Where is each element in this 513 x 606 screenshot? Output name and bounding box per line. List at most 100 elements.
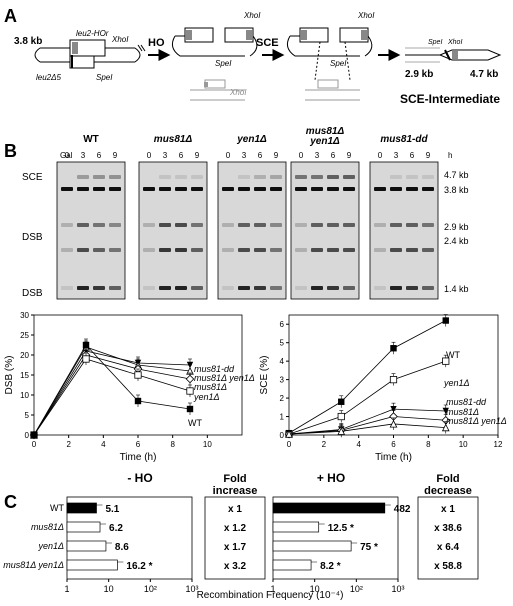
fold-value: x 38.6 — [434, 523, 462, 534]
band — [143, 248, 155, 252]
series-label: mus81Δ yen1Δ — [194, 373, 255, 383]
data-point — [390, 405, 397, 413]
x-tick-label: 2 — [322, 440, 327, 449]
data-point — [82, 355, 90, 363]
band-size-0: 4.7 kb — [444, 170, 469, 180]
y-axis-label: DSB (%) — [4, 356, 15, 395]
band — [93, 248, 105, 252]
series-line — [288, 423, 446, 435]
bar-frame — [272, 496, 399, 580]
y-tick-label: 3 — [280, 376, 285, 385]
band — [159, 223, 171, 227]
genotype-label: mus81Δ yen1Δ — [3, 560, 64, 570]
lane-label-1-1: 3 — [163, 151, 168, 160]
blot-4: mus81-dd 0 3 6 9 — [369, 134, 439, 300]
blot-0: WT 0 3 6 9 — [56, 134, 126, 300]
series-4: WT — [30, 338, 202, 439]
band — [109, 286, 121, 290]
series-line — [33, 358, 191, 436]
band — [175, 223, 187, 227]
fold-box-1: Fold decrease x 1 x 38.6 x 6.4 x 58.8 — [417, 473, 479, 580]
band — [343, 223, 355, 227]
band — [222, 286, 234, 290]
band — [406, 175, 418, 179]
series-line — [288, 320, 446, 434]
data-point — [285, 429, 293, 438]
band — [374, 248, 386, 252]
data-point — [441, 423, 450, 432]
fold-value: x 3.2 — [224, 561, 247, 572]
data-point — [389, 376, 398, 384]
band — [77, 223, 89, 227]
dsb-chart: 0 2 4 6 8 10 0 5 10 15 20 25 30 Time (h) DSB (%) mus81-… — [4, 311, 255, 463]
fold-frame — [204, 496, 266, 580]
genotype-label: mus81Δ — [31, 522, 64, 532]
data-point — [442, 317, 449, 324]
site-label-SpeI: SpeI — [96, 73, 113, 82]
band — [175, 286, 187, 290]
band — [61, 187, 73, 191]
x-tick-label: 10 — [203, 440, 212, 449]
blot-membrane — [138, 161, 208, 300]
band — [93, 223, 105, 227]
band — [61, 286, 73, 290]
bar — [272, 559, 312, 571]
series-label: mus81-dd — [194, 364, 235, 374]
band — [311, 223, 323, 227]
band — [422, 223, 434, 227]
bar-value-label: 482 — [394, 504, 411, 515]
lane-label-4-3: 9 — [426, 151, 431, 160]
site-label-XhoI-4: XhoI — [447, 39, 462, 46]
band — [61, 223, 73, 227]
genotype-label: yen1Δ — [37, 541, 64, 551]
x-tick-label: 2 — [66, 440, 71, 449]
sce-intermediate-diagram — [405, 47, 502, 63]
fold-value: x 1.7 — [224, 542, 247, 553]
bar — [66, 502, 97, 514]
y-tick-label: 5 — [280, 339, 285, 348]
panel-c: C - HO 5.1 6.2 8.6 16.2 * 1 10 10² 10³ + HO 482 12.… — [3, 471, 479, 601]
band — [159, 187, 171, 191]
size-label-3-8kb: 3.8 kb — [14, 36, 42, 47]
gene-label-leu2-HOr: leu2-HOr — [76, 29, 109, 38]
band — [327, 187, 339, 191]
x-tick-label: 1 — [64, 584, 69, 594]
band — [109, 175, 121, 179]
blot-membrane — [290, 161, 360, 300]
lane-label-0-3: 9 — [113, 151, 118, 160]
blot-membrane — [56, 161, 126, 300]
bar-value-label: 6.2 — [109, 523, 123, 534]
lane-label-2-0: 0 — [226, 151, 231, 160]
band — [109, 187, 121, 191]
band — [295, 187, 307, 191]
band — [390, 175, 402, 179]
series-0: WT — [285, 314, 460, 437]
band — [390, 286, 402, 290]
chromatid-diagram-2 — [171, 27, 258, 101]
band — [295, 248, 307, 252]
band — [222, 223, 234, 227]
site-label-XhoI-3: XhoI — [357, 11, 375, 20]
band-size-2: 2.9 kb — [444, 222, 469, 232]
band — [343, 187, 355, 191]
series-4: mus81Δ yen1Δ — [285, 416, 507, 438]
series-line — [288, 360, 446, 435]
band — [77, 187, 89, 191]
band — [390, 223, 402, 227]
bar-value-label: 8.6 — [115, 542, 129, 553]
series-line — [33, 344, 191, 436]
band — [191, 187, 203, 191]
x-tick-label: 1 — [270, 584, 275, 594]
series-label: mus81Δ yen1Δ — [446, 416, 507, 426]
band — [374, 286, 386, 290]
lane-label-2-2: 6 — [258, 151, 263, 160]
fold-box-0: Fold increase x 1 x 1.2 x 1.7 x 3.2 — [204, 473, 266, 580]
y-tick-label: 5 — [25, 411, 30, 420]
blot-title-4: mus81-dd — [380, 134, 428, 145]
bar — [66, 559, 118, 571]
band — [191, 248, 203, 252]
data-point — [186, 387, 194, 395]
band — [191, 286, 203, 290]
size-label-2-9kb: 2.9 kb — [405, 69, 433, 80]
